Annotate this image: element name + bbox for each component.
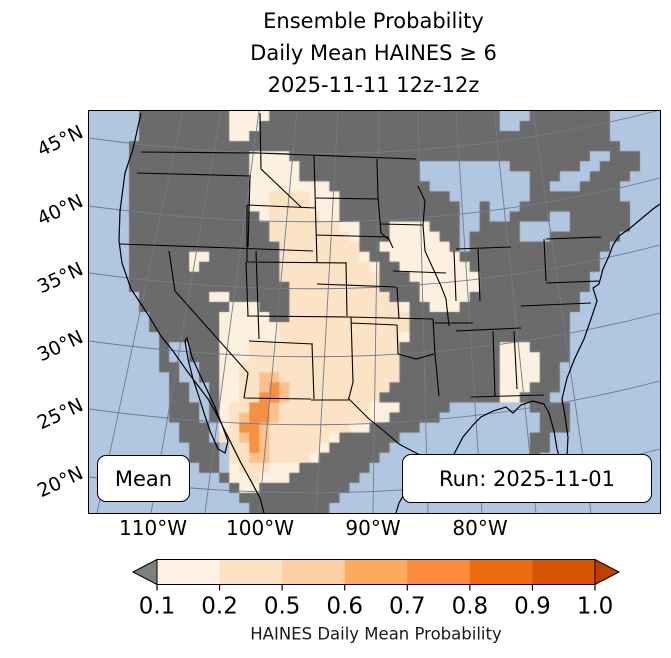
title-line-1: Ensemble Probability xyxy=(263,9,484,33)
mean-label: Mean xyxy=(114,466,173,491)
lat-label-30: 30°N xyxy=(33,326,87,367)
colorbar-over-arrow xyxy=(594,558,621,586)
map-overlay xyxy=(89,111,660,513)
lon-label-100: 100°W xyxy=(226,516,294,540)
colorbar-tick-label-0.5: 0.5 xyxy=(264,594,301,620)
lon-label-90: 90°W xyxy=(345,516,401,540)
lat-label-25: 25°N xyxy=(33,394,87,435)
colorbar-tick-label-1.0: 1.0 xyxy=(577,594,614,620)
colorbar-tick-label-0.8: 0.8 xyxy=(452,594,489,620)
colorbar-segment-3 xyxy=(282,559,346,585)
colorbar-segment-1 xyxy=(157,559,221,585)
colorbar: 0.1 0.2 0.5 0.6 0.7 0.8 0.9 1.0 HAINES Daily Mea… xyxy=(131,558,621,644)
lon-label-110: 110°W xyxy=(119,516,187,540)
colorbar-under-arrow xyxy=(131,558,158,586)
plot-title: Ensemble Probability Daily Mean HAINES ≥… xyxy=(88,5,659,101)
state-borders-path xyxy=(119,112,602,465)
map-canvas xyxy=(89,111,660,513)
run-annotation-box: Run: 2025-11-01 xyxy=(402,454,652,503)
lat-label-20: 20°N xyxy=(33,462,87,503)
colorbar-tick-label-0.1: 0.1 xyxy=(139,594,176,620)
colorbar-segment-6 xyxy=(469,559,533,585)
map-axes: Mean Run: 2025-11-01 xyxy=(88,110,661,514)
colorbar-tick-label-0.7: 0.7 xyxy=(389,594,426,620)
colorbar-segment-5 xyxy=(407,559,471,585)
lat-label-35: 35°N xyxy=(33,258,87,299)
colorbar-tick-label-0.6: 0.6 xyxy=(326,594,363,620)
run-label: Run: 2025-11-01 xyxy=(438,466,616,491)
title-line-2: Daily Mean HAINES ≥ 6 xyxy=(250,41,497,65)
lat-label-45: 45°N xyxy=(33,121,87,162)
graticule-meridians xyxy=(96,111,592,513)
colorbar-tick-label-0.9: 0.9 xyxy=(514,594,551,620)
colorbar-segment-4 xyxy=(344,559,408,585)
colorbar-tick-label-0.2: 0.2 xyxy=(201,594,238,620)
colorbar-segment-7 xyxy=(532,559,596,585)
title-line-3: 2025-11-11 12z-12z xyxy=(267,73,480,97)
colorbar-segment-2 xyxy=(219,559,283,585)
coastline-path xyxy=(118,112,660,513)
lat-label-40: 40°N xyxy=(33,190,87,231)
colorbar-axis-label: HAINES Daily Mean Probability xyxy=(250,625,502,644)
mean-annotation-box: Mean xyxy=(97,455,190,502)
lon-label-80: 80°W xyxy=(452,516,508,540)
